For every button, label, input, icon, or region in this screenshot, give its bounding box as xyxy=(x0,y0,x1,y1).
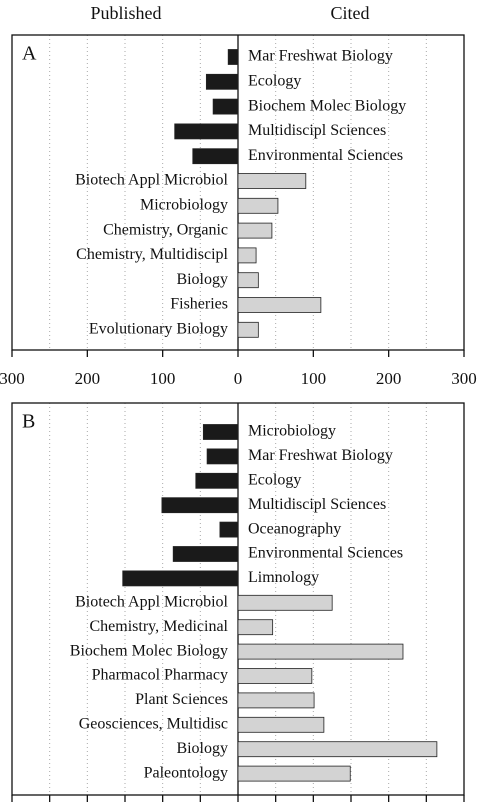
category-label: Biotech Appl Microbiol xyxy=(75,172,228,189)
category-label: Mar Freshwat Biology xyxy=(248,48,393,65)
x-tick-label: 100 xyxy=(150,369,176,388)
bar xyxy=(237,619,274,636)
category-label: Chemistry, Organic xyxy=(103,221,228,238)
category-label: Biotech Appl Microbiol xyxy=(75,593,228,610)
published-header: Published xyxy=(90,3,161,23)
panel-label: B xyxy=(22,411,35,433)
bar xyxy=(237,741,438,758)
category-label: Mar Freshwat Biology xyxy=(248,447,393,464)
bar xyxy=(227,49,239,65)
bar xyxy=(237,643,404,660)
bar xyxy=(192,148,239,165)
category-label: Fisheries xyxy=(170,296,228,313)
category-label: Geosciences, Multidisc xyxy=(79,715,228,732)
category-label: Chemistry, Multidiscipl xyxy=(76,246,228,263)
category-label: Biochem Molec Biology xyxy=(70,642,228,659)
category-label: Microbiology xyxy=(248,423,336,440)
panel-label: A xyxy=(22,43,37,65)
category-label: Microbiology xyxy=(140,196,228,213)
category-label: Ecology xyxy=(248,471,301,488)
bar xyxy=(172,546,239,562)
category-label: Multidiscipl Sciences xyxy=(248,496,386,513)
category-label: Multidiscipl Sciences xyxy=(248,122,386,139)
category-label: Pharmacol Pharmacy xyxy=(92,667,228,684)
bar xyxy=(122,570,239,587)
category-label: Oceanography xyxy=(248,520,341,537)
x-tick-label: 200 xyxy=(376,369,402,388)
bar xyxy=(206,448,239,465)
bar xyxy=(237,692,315,709)
bar xyxy=(205,73,239,90)
category-label: Limnology xyxy=(248,569,319,586)
bar xyxy=(237,716,325,733)
category-label: Paleontology xyxy=(144,764,228,781)
category-label: Ecology xyxy=(248,72,301,89)
bar xyxy=(219,521,239,538)
bar xyxy=(161,497,239,514)
category-label: Chemistry, Medicinal xyxy=(90,618,229,635)
x-tick-label: 300 xyxy=(0,369,25,388)
bar xyxy=(237,197,279,214)
category-label: Environmental Sciences xyxy=(248,147,403,164)
x-tick-label: 200 xyxy=(75,369,101,388)
category-label: Biology xyxy=(176,740,228,757)
bar xyxy=(237,594,333,611)
bar xyxy=(237,173,307,189)
bar xyxy=(237,321,259,338)
bar xyxy=(237,222,273,239)
category-label: Plant Sciences xyxy=(135,691,228,708)
category-label: Evolutionary Biology xyxy=(89,320,228,337)
bar xyxy=(202,424,239,440)
x-tick-label: 100 xyxy=(301,369,327,388)
bar xyxy=(237,247,257,264)
bar xyxy=(237,668,313,684)
cited-header: Cited xyxy=(331,3,370,23)
bar xyxy=(195,472,239,489)
x-tick-label: 0 xyxy=(234,369,243,388)
bar xyxy=(237,297,322,313)
category-label: Environmental Sciences xyxy=(248,545,403,562)
bar xyxy=(237,272,259,289)
bar xyxy=(174,123,239,140)
category-label: Biology xyxy=(176,271,228,288)
x-tick-label: 300 xyxy=(451,369,477,388)
category-label: Biochem Molec Biology xyxy=(248,97,406,114)
bar xyxy=(237,765,351,782)
bar xyxy=(212,98,239,115)
